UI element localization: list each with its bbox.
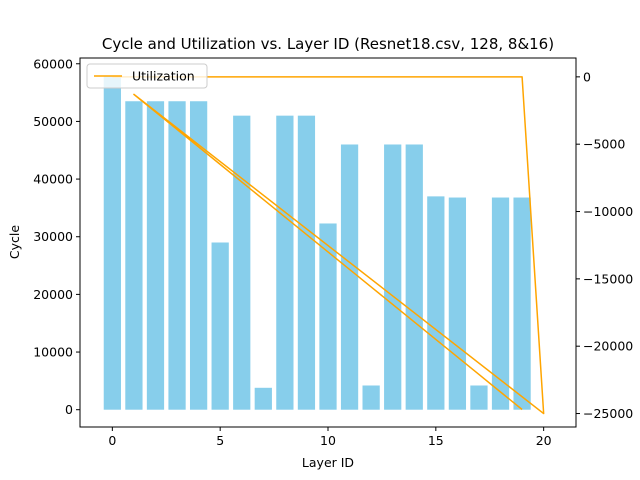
bar	[319, 223, 337, 410]
y2-tick-label: −25000	[583, 406, 633, 421]
legend-label-utilization: Utilization	[132, 69, 195, 84]
bar	[427, 196, 445, 410]
x-tick-label: 5	[216, 433, 224, 448]
bar	[189, 101, 208, 410]
bar	[491, 197, 510, 410]
y-tick-label: 10000	[33, 345, 73, 360]
bar	[405, 144, 423, 410]
bar	[362, 385, 380, 410]
bar	[340, 144, 359, 410]
bar	[470, 385, 488, 410]
y-tick-label: 20000	[33, 287, 73, 302]
chart-title: Cycle and Utilization vs. Layer ID (Resn…	[102, 35, 554, 53]
bar	[513, 197, 531, 410]
y-axis-left: 0 10000 20000 30000 40000 50000 60000	[33, 56, 80, 417]
x-tick-label: 15	[428, 433, 444, 448]
bar	[233, 115, 251, 410]
bar	[168, 101, 186, 410]
bar	[211, 242, 229, 410]
bar	[276, 115, 294, 410]
bar	[103, 76, 121, 410]
x-tick-label: 0	[108, 433, 116, 448]
utilization-series	[112, 76, 545, 415]
y-tick-label: 0	[65, 402, 73, 417]
y-tick-label: 40000	[33, 172, 73, 187]
bar	[384, 144, 402, 410]
legend: Utilization	[86, 63, 208, 89]
y-tick-label: 50000	[33, 114, 73, 129]
bar	[146, 101, 165, 410]
y2-tick-label: −15000	[583, 271, 633, 286]
utilization-line	[112, 76, 545, 415]
x-tick-label: 10	[320, 433, 336, 448]
y2-tick-label: −5000	[583, 137, 625, 152]
y-axis-right: 0 −5000 −10000 −15000 −20000 −25000	[576, 69, 633, 421]
bar	[254, 387, 272, 410]
x-axis: 0 5 10 15 20	[108, 427, 552, 448]
y2-tick-label: −20000	[583, 339, 633, 354]
legend-box	[86, 63, 208, 89]
bar	[448, 197, 467, 410]
bar	[297, 115, 316, 410]
x-tick-label: 20	[536, 433, 552, 448]
x-axis-label: Layer ID	[302, 455, 354, 470]
y2-tick-label: 0	[583, 69, 591, 84]
y2-tick-label: −10000	[583, 204, 633, 219]
y-tick-label: 60000	[33, 56, 73, 71]
bar	[125, 101, 143, 410]
bar-series	[103, 76, 531, 410]
y-axis-label: Cycle	[7, 225, 22, 259]
y-tick-label: 30000	[33, 229, 73, 244]
